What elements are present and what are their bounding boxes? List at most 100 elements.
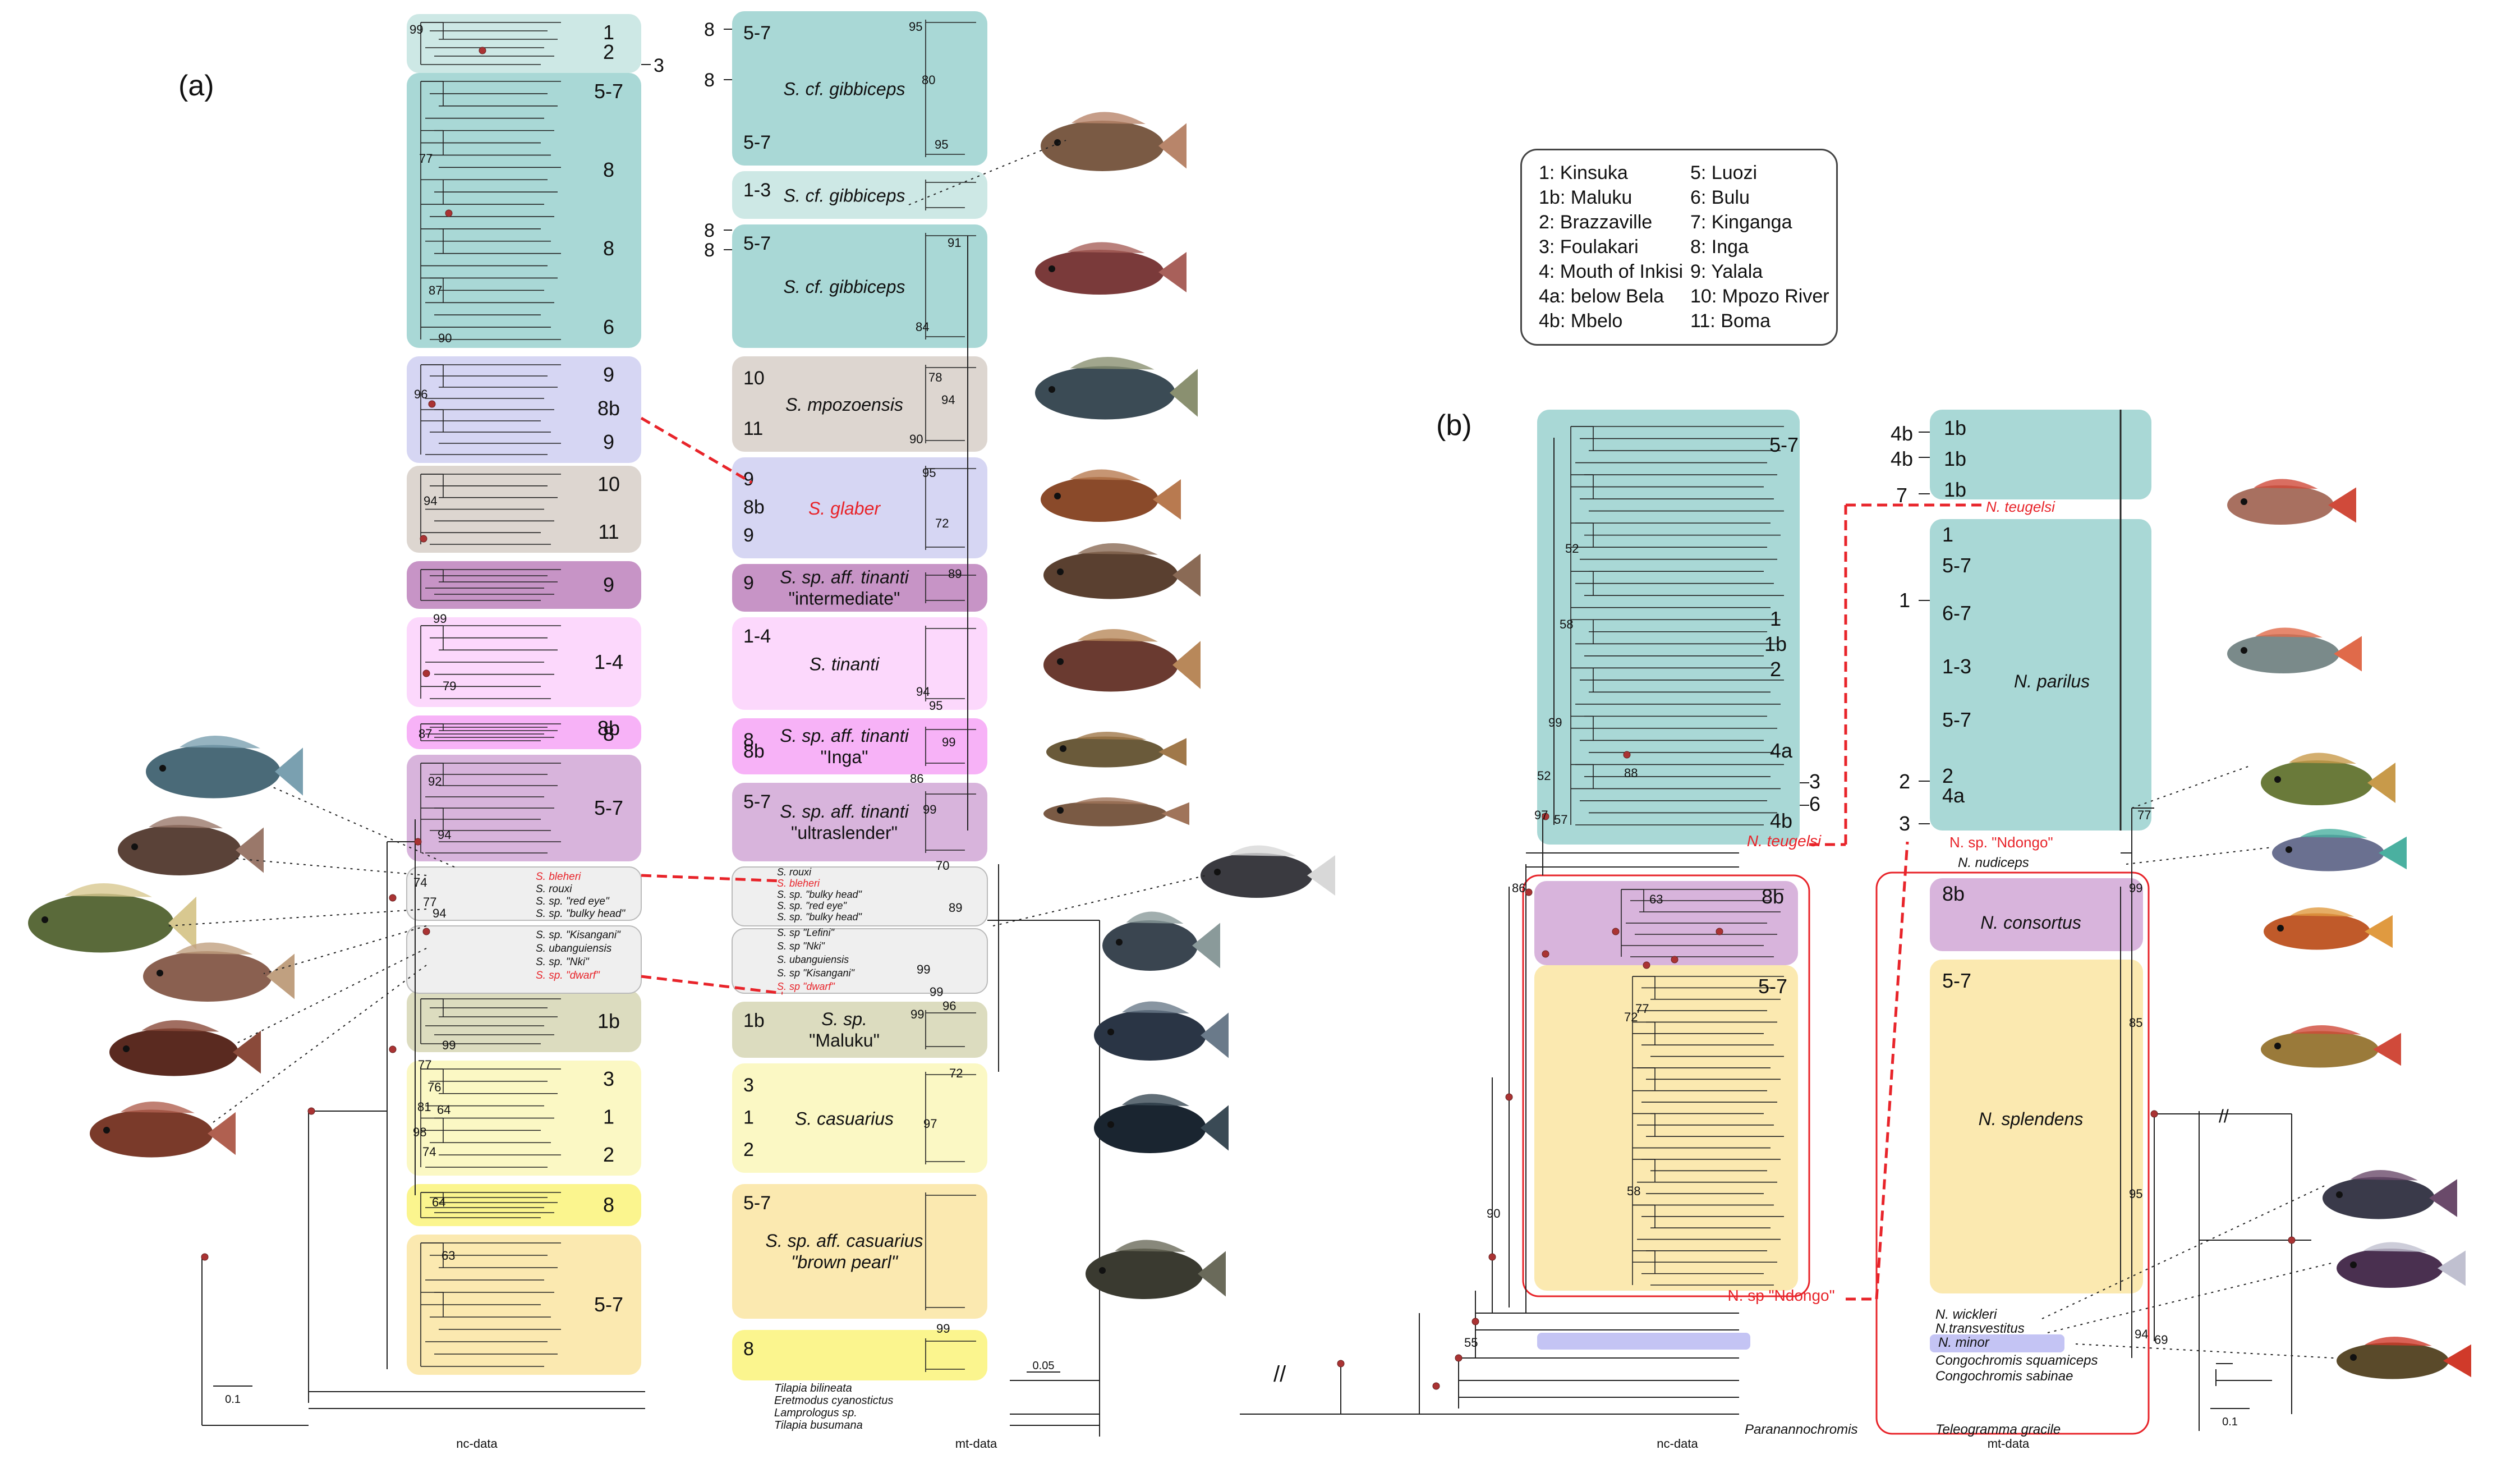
locality-label: 11 (743, 418, 763, 439)
fish-body (1041, 477, 1158, 522)
fish-dorsal-fin (1074, 797, 1148, 805)
mt-clade-box (732, 564, 987, 612)
correspondence-link (641, 975, 783, 995)
fish-photo (1041, 469, 1181, 522)
locality-label: 4b (1891, 447, 1913, 470)
species-label: "ultraslender" (791, 823, 898, 843)
fish-photo (2227, 627, 2362, 673)
fish-photo (2261, 1025, 2401, 1068)
species-label: S. sp. aff. tinanti (780, 801, 909, 822)
fish-eye (2336, 1191, 2343, 1198)
locality-label: 1b (1944, 447, 1966, 470)
outgroup-label: Tilapia busumana (774, 1419, 863, 1432)
dotted-connector (2041, 1183, 2329, 1319)
support-value: 81 (417, 1100, 431, 1114)
support-value: 98 (413, 1125, 426, 1139)
fish-dorsal-fin (2289, 753, 2356, 764)
fish-dorsal-fin (141, 1020, 219, 1032)
fish-eye (1054, 493, 1061, 499)
fish-eye (159, 765, 166, 772)
legend-entry: 8: Inga (1690, 236, 1749, 258)
locality-label: 2 (603, 40, 614, 63)
locality-label: 1 (1770, 607, 1781, 630)
locality-label: 7 (1896, 484, 1907, 507)
mt-grey-box (732, 866, 988, 926)
species-label: S. sp. aff. tinanti (780, 726, 909, 746)
fish-tail (168, 896, 196, 950)
fish-dorsal-fin (1067, 242, 1145, 253)
node-dot (1337, 1360, 1345, 1368)
locality-label: 8 (704, 220, 715, 241)
species-label: S. sp. aff. tinanti (780, 567, 909, 588)
axis-label: mt-data (1988, 1437, 2030, 1451)
mt-clade-box (732, 457, 987, 558)
taxon-label-red: N. sp "Ndongo" (1727, 1287, 1834, 1304)
locality-label: 8 (603, 1194, 614, 1217)
fish-tail (1201, 1012, 1229, 1058)
fish-photo (2337, 1336, 2471, 1379)
locality-label: 5-7 (594, 1293, 623, 1316)
support-value: 74 (422, 1145, 436, 1159)
fish-tail (2365, 915, 2393, 948)
legend-entry: 10: Mpozo River (1690, 286, 1829, 307)
support-value: 96 (414, 387, 427, 401)
support-value: 77 (423, 895, 436, 909)
support-value: 99 (936, 1322, 950, 1336)
support-value: 91 (948, 236, 961, 250)
nc-clade-box (407, 1184, 641, 1226)
species-label: S. cf. gibbiceps (784, 186, 905, 206)
support-value: 90 (909, 432, 923, 446)
fish-tail (2438, 1250, 2466, 1286)
locality-label: 8 (743, 1338, 754, 1360)
node-dot (2150, 1110, 2158, 1118)
fish-eye (1054, 139, 1061, 146)
locality-label: 8 (704, 70, 715, 91)
species-label: S. sp. aff. casuarius (765, 1231, 923, 1251)
taxon-label: S. sp "Kisangani" (777, 967, 855, 979)
fish-tail (233, 1030, 261, 1074)
fish-body (146, 745, 280, 799)
locality-label: 8 (743, 730, 754, 751)
fish-eye (1049, 386, 1055, 393)
taxon-label-red: N. teugelsi (1986, 498, 2055, 515)
taxon-label: N. wickleri (1935, 1307, 1997, 1322)
support-value: 64 (432, 1195, 445, 1209)
node-dot (1471, 1318, 1479, 1325)
legend-entry: 1: Kinsuka (1539, 162, 1628, 183)
locality-label: 9 (743, 469, 754, 490)
support-value: 95 (909, 20, 922, 34)
legend-entry: 5: Luozi (1690, 162, 1758, 183)
axis-label: nc-data (456, 1437, 498, 1451)
mt-minor-box (1930, 1334, 2064, 1352)
fish-body (143, 951, 272, 1002)
locality-label: 1-4 (594, 650, 623, 673)
fish-body (109, 1028, 238, 1076)
mt-clade-box (732, 1002, 987, 1058)
fish-tail (1192, 923, 1220, 969)
support-value: 58 (1627, 1184, 1640, 1198)
taxon-label-red: N. sp. "Ndongo" (1949, 834, 2053, 851)
locality-label: 11 (598, 520, 619, 543)
locality-label: 3 (1809, 770, 1820, 793)
taxon-label: S. sp. "bulky head" (777, 911, 862, 923)
locality-label: 5-7 (594, 80, 623, 103)
taxon-label: S. sp. "Nki" (536, 956, 590, 968)
outgroup-label: Paranannochromis (1745, 1422, 1857, 1437)
fish-photo (90, 1101, 236, 1158)
fish-eye (2350, 1261, 2357, 1268)
fish-body (1086, 1249, 1203, 1299)
taxon-label: S. sp. "Kisangani" (536, 929, 621, 941)
locality-label: 1b (1764, 632, 1787, 655)
fish-photo (1043, 628, 1201, 692)
species-label: "Inga" (821, 747, 868, 767)
fish-tail (2328, 487, 2356, 523)
species-label: N. parilus (2014, 671, 2090, 691)
locality-label: 2 (603, 1143, 614, 1166)
locality-label: 5-7 (1942, 554, 1971, 577)
locality-label: 9 (603, 363, 614, 386)
support-value: 70 (936, 859, 949, 873)
locality-label: 4a (1942, 784, 1965, 807)
support-value: 86 (910, 772, 923, 786)
fish-body (1046, 736, 1164, 768)
